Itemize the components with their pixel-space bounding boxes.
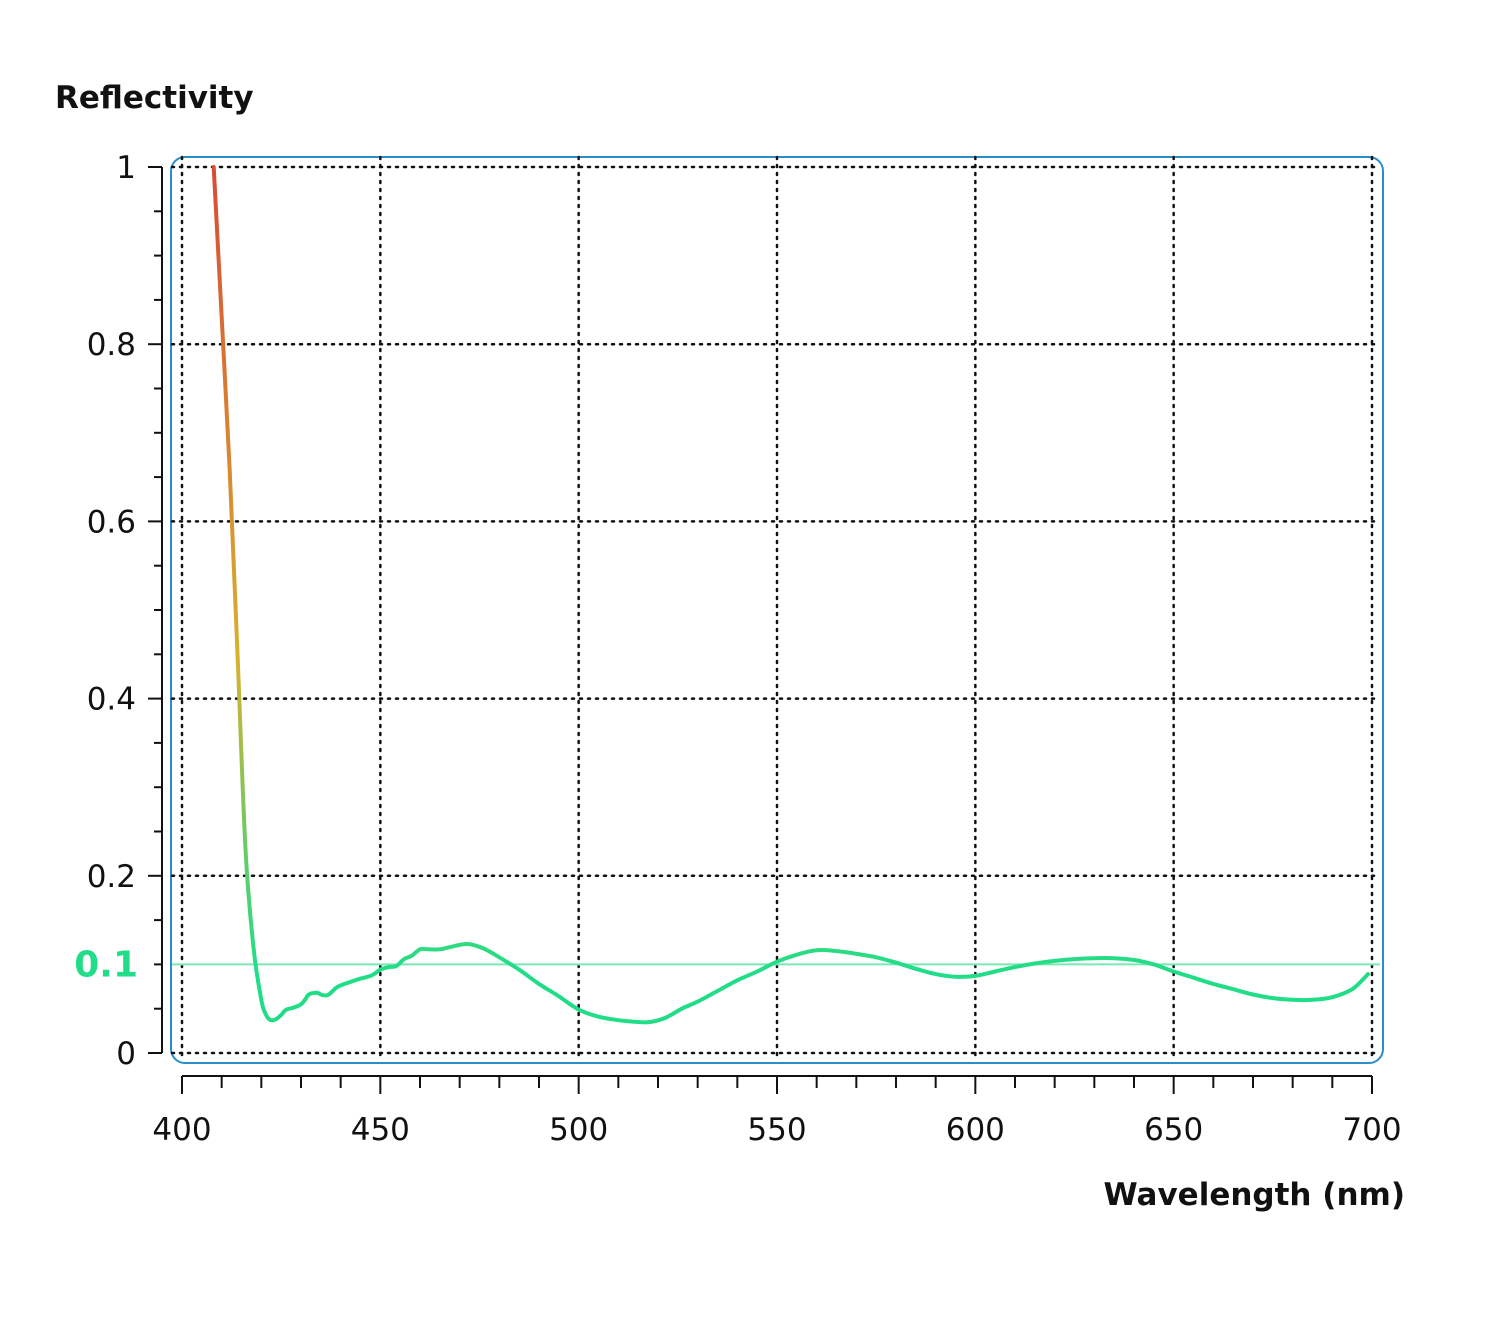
y-tick-label-5: 1 xyxy=(116,150,136,186)
grid-lines xyxy=(170,155,1382,1063)
series-line-reflectivity xyxy=(211,165,1370,1025)
y-tick-label-0: 0 xyxy=(116,1036,136,1072)
x-tick-label-500: 500 xyxy=(549,1112,608,1148)
x-tick-label-400: 400 xyxy=(152,1112,211,1148)
x-tick-label-600: 600 xyxy=(946,1112,1005,1148)
y-tick-label-2: 0.4 xyxy=(87,682,136,718)
y-tick-label-3: 0.6 xyxy=(87,504,136,540)
y-tick-label-4: 0.8 xyxy=(87,327,136,363)
x-axis: 400 450 500 550 600 650 700 xyxy=(152,1075,1402,1148)
x-axis-title: Wavelength (nm) xyxy=(1103,1177,1405,1213)
x-tick-label-700: 700 xyxy=(1342,1112,1401,1148)
y-axis-title: Reflectivity xyxy=(55,80,254,116)
y-tick-label-1: 0.2 xyxy=(87,859,136,895)
y-axis: 0 0.2 0.4 0.6 0.8 1 xyxy=(87,150,163,1072)
x-tick-label-450: 450 xyxy=(351,1112,410,1148)
reference-line-label: 0.1 xyxy=(74,944,138,985)
x-tick-label-550: 550 xyxy=(747,1112,806,1148)
x-tick-label-650: 650 xyxy=(1144,1112,1203,1148)
